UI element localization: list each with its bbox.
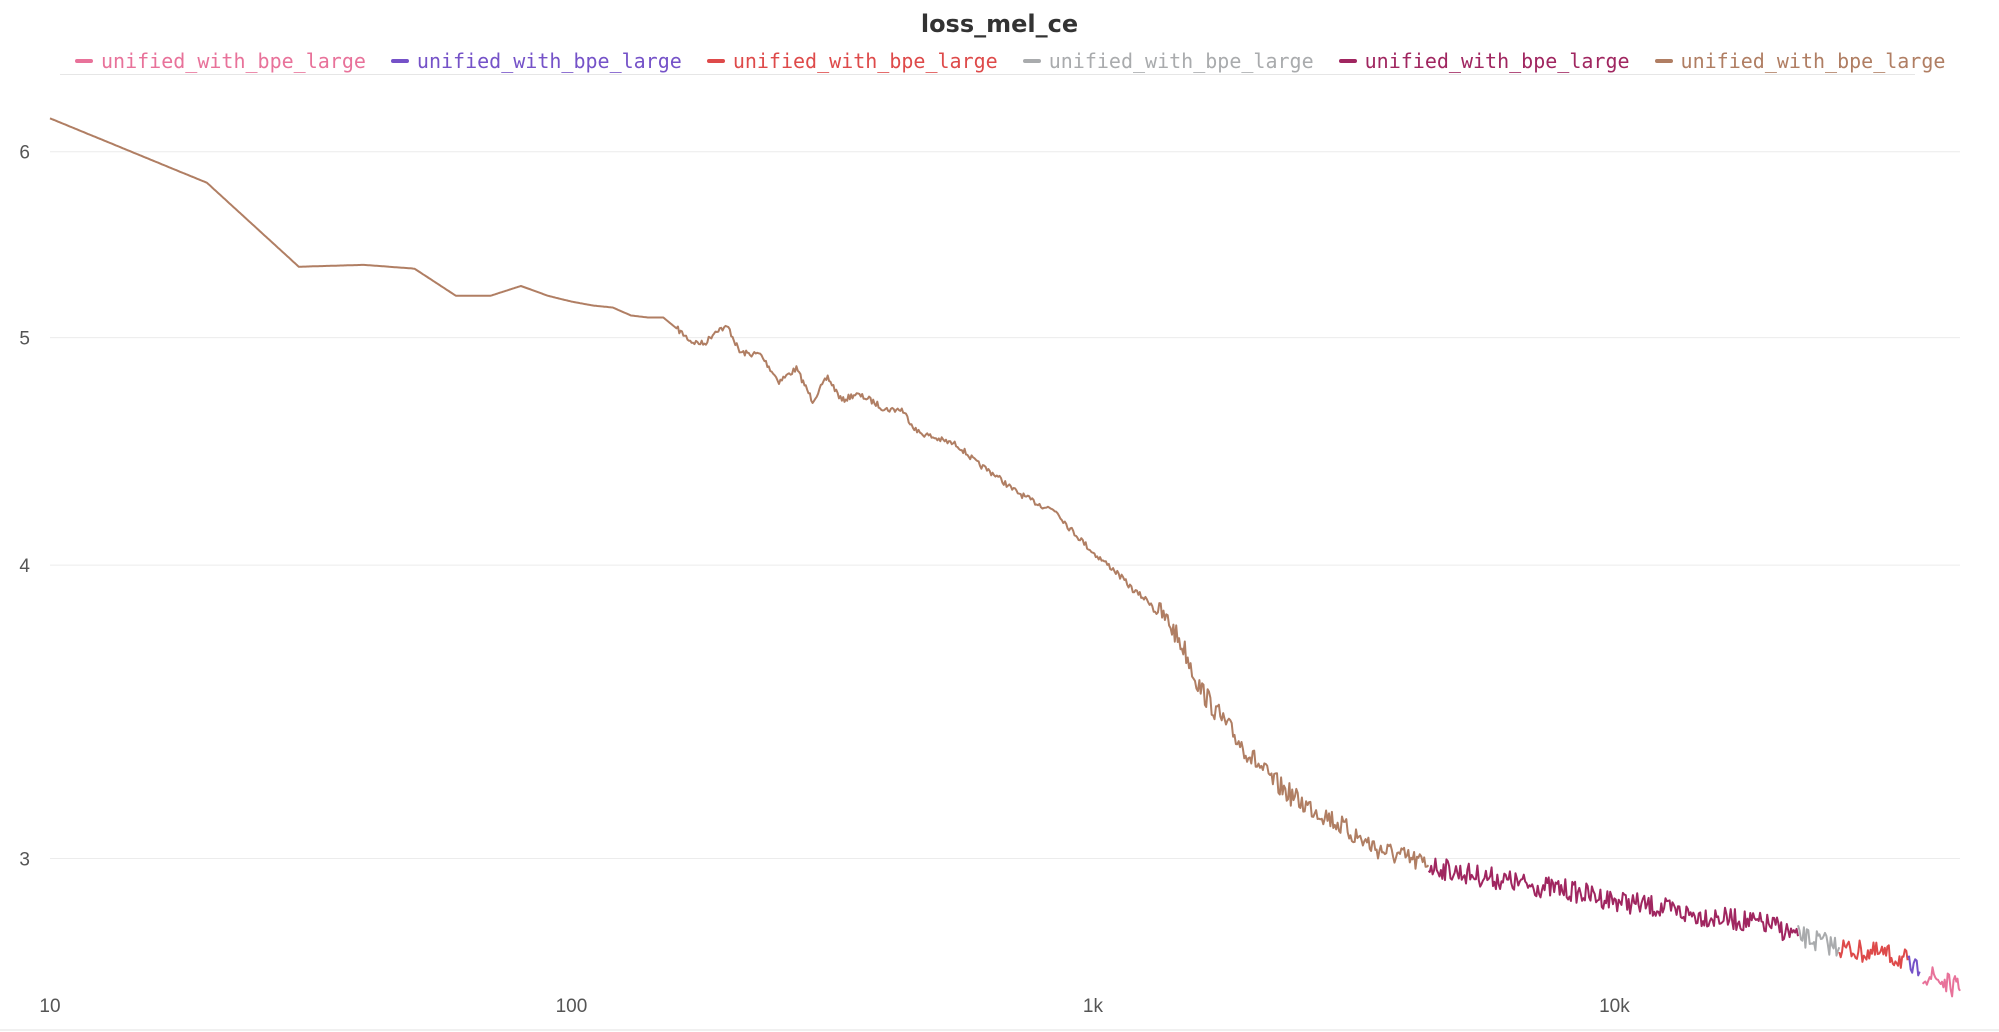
legend-swatch <box>1654 59 1673 63</box>
x-tick-label: 1k <box>1083 996 1104 1017</box>
legend-label: unified_with_bpe_large <box>101 49 366 73</box>
legend-swatch <box>390 59 409 63</box>
y-tick-label: 4 <box>19 556 30 577</box>
legend-label: unified_with_bpe_large <box>1048 49 1314 73</box>
x-tick-label: 10k <box>1599 996 1630 1017</box>
y-tick-label: 3 <box>19 850 30 871</box>
legend-label: unified_with_bpe_large <box>416 49 682 73</box>
x-tick-label: 10 <box>39 996 60 1017</box>
legend: unified_with_bpe_large unified_with_bpe_l… <box>75 46 1945 76</box>
series-line <box>1921 966 1961 998</box>
legend-item[interactable]: unified_with_bpe_large <box>75 49 366 73</box>
legend-item[interactable]: unified_with_bpe_large <box>1654 49 1946 73</box>
series-line <box>1907 955 1921 977</box>
legend-item[interactable]: unified_with_bpe_large <box>1022 49 1314 73</box>
legend-divider <box>60 74 1915 75</box>
legend-item[interactable]: unified_with_bpe_large <box>1338 49 1630 73</box>
legend-swatch <box>706 59 725 63</box>
x-tick-label: 100 <box>556 996 588 1017</box>
legend-swatch <box>1338 59 1357 63</box>
series-line <box>1797 925 1841 957</box>
y-tick-label: 5 <box>19 329 30 350</box>
legend-swatch <box>1022 59 1041 63</box>
legend-item[interactable]: unified_with_bpe_large <box>390 49 682 73</box>
series-line <box>1838 939 1909 969</box>
legend-label: unified_with_bpe_large <box>1364 49 1630 73</box>
legend-swatch <box>75 59 93 63</box>
legend-item[interactable]: unified_with_bpe_large <box>706 49 998 73</box>
legend-label: unified_with_bpe_large <box>1680 49 1946 73</box>
chart-title: loss_mel_ce <box>920 10 1079 38</box>
series-line <box>49 117 1430 870</box>
legend-label: unified_with_bpe_large <box>732 49 998 73</box>
y-tick-label: 6 <box>19 143 30 164</box>
series-line <box>1427 857 1799 942</box>
